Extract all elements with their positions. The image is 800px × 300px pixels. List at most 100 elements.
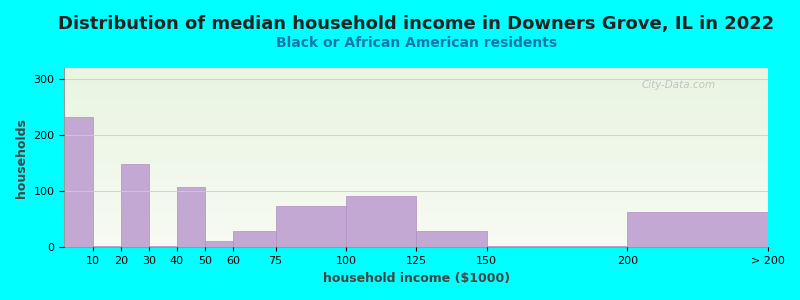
Bar (65, 172, 768, 173)
Bar (65, 190, 768, 191)
Bar (65, 142, 768, 143)
Bar (65, 135, 768, 136)
Bar (65, 153, 768, 154)
Bar (65, 96, 768, 97)
Bar (65, 217, 768, 218)
Bar (65, 185, 768, 186)
Bar (65, 115, 768, 116)
Bar (65, 236, 768, 237)
Bar (65, 210, 768, 211)
Bar (65, 91, 768, 92)
Bar (486, 246, 627, 247)
Bar (65, 118, 768, 119)
Bar (65, 179, 768, 180)
Bar (65, 233, 768, 234)
Bar (65, 161, 768, 162)
Bar (65, 159, 768, 160)
Bar (65, 73, 768, 74)
Bar (65, 74, 768, 75)
Bar (65, 206, 768, 207)
Bar (65, 227, 768, 228)
Bar (65, 186, 768, 187)
Bar (65, 166, 768, 167)
Bar (65, 245, 768, 246)
Bar (65, 138, 768, 139)
Bar (65, 82, 768, 83)
Bar (65, 195, 768, 196)
Bar (65, 192, 768, 193)
Bar (65, 202, 768, 203)
Bar (65, 196, 768, 197)
Bar (65, 149, 768, 150)
Bar (65, 237, 768, 238)
Bar (65, 108, 768, 109)
Bar (65, 165, 768, 166)
Bar (65, 232, 768, 233)
Bar (275, 206, 346, 247)
Bar (65, 216, 768, 217)
Bar (65, 162, 768, 163)
Bar (65, 163, 768, 164)
Bar (65, 226, 768, 227)
X-axis label: household income ($1000): household income ($1000) (322, 272, 510, 285)
Bar (65, 120, 768, 121)
Text: Black or African American residents: Black or African American residents (276, 36, 557, 50)
Bar (65, 77, 768, 78)
Bar (65, 244, 768, 245)
Bar (65, 213, 768, 214)
Bar (65, 128, 768, 129)
Bar (65, 144, 768, 145)
Bar (65, 68, 768, 69)
Bar (65, 184, 768, 185)
Bar (65, 89, 768, 90)
Bar (65, 117, 768, 118)
Bar (65, 242, 768, 243)
Bar (177, 188, 205, 248)
Bar (65, 112, 768, 113)
Bar (234, 231, 275, 248)
Bar (65, 69, 768, 70)
Bar (65, 197, 768, 198)
Bar (65, 215, 768, 216)
Bar (65, 137, 768, 138)
Bar (65, 151, 768, 152)
Bar (65, 207, 768, 208)
Bar (65, 125, 768, 126)
Bar (65, 139, 768, 140)
Bar (65, 103, 768, 104)
Bar (65, 231, 768, 232)
Bar (65, 92, 768, 93)
Bar (65, 93, 768, 94)
Bar (65, 132, 768, 133)
Bar (65, 225, 768, 226)
Bar (65, 109, 768, 110)
Bar (65, 70, 768, 71)
Bar (65, 79, 768, 80)
Bar (65, 80, 768, 81)
Bar (65, 219, 768, 220)
Bar (65, 85, 768, 86)
Bar (65, 200, 768, 201)
Bar (65, 130, 768, 131)
Title: Distribution of median household income in Downers Grove, IL in 2022: Distribution of median household income … (58, 15, 774, 33)
Bar (65, 97, 768, 98)
Bar (65, 101, 768, 102)
Bar (65, 90, 768, 91)
Bar (65, 235, 768, 236)
Bar (65, 173, 768, 174)
Bar (65, 158, 768, 159)
Bar (65, 146, 768, 147)
Bar (65, 94, 768, 95)
Bar (65, 177, 768, 178)
Bar (65, 180, 768, 181)
Bar (65, 229, 768, 230)
Bar (65, 224, 768, 225)
Bar (65, 222, 768, 223)
Bar (65, 88, 768, 89)
Bar (65, 243, 768, 244)
Bar (65, 155, 768, 156)
Bar (65, 212, 768, 213)
Bar (205, 241, 234, 248)
Bar (65, 214, 768, 215)
Bar (65, 160, 768, 161)
